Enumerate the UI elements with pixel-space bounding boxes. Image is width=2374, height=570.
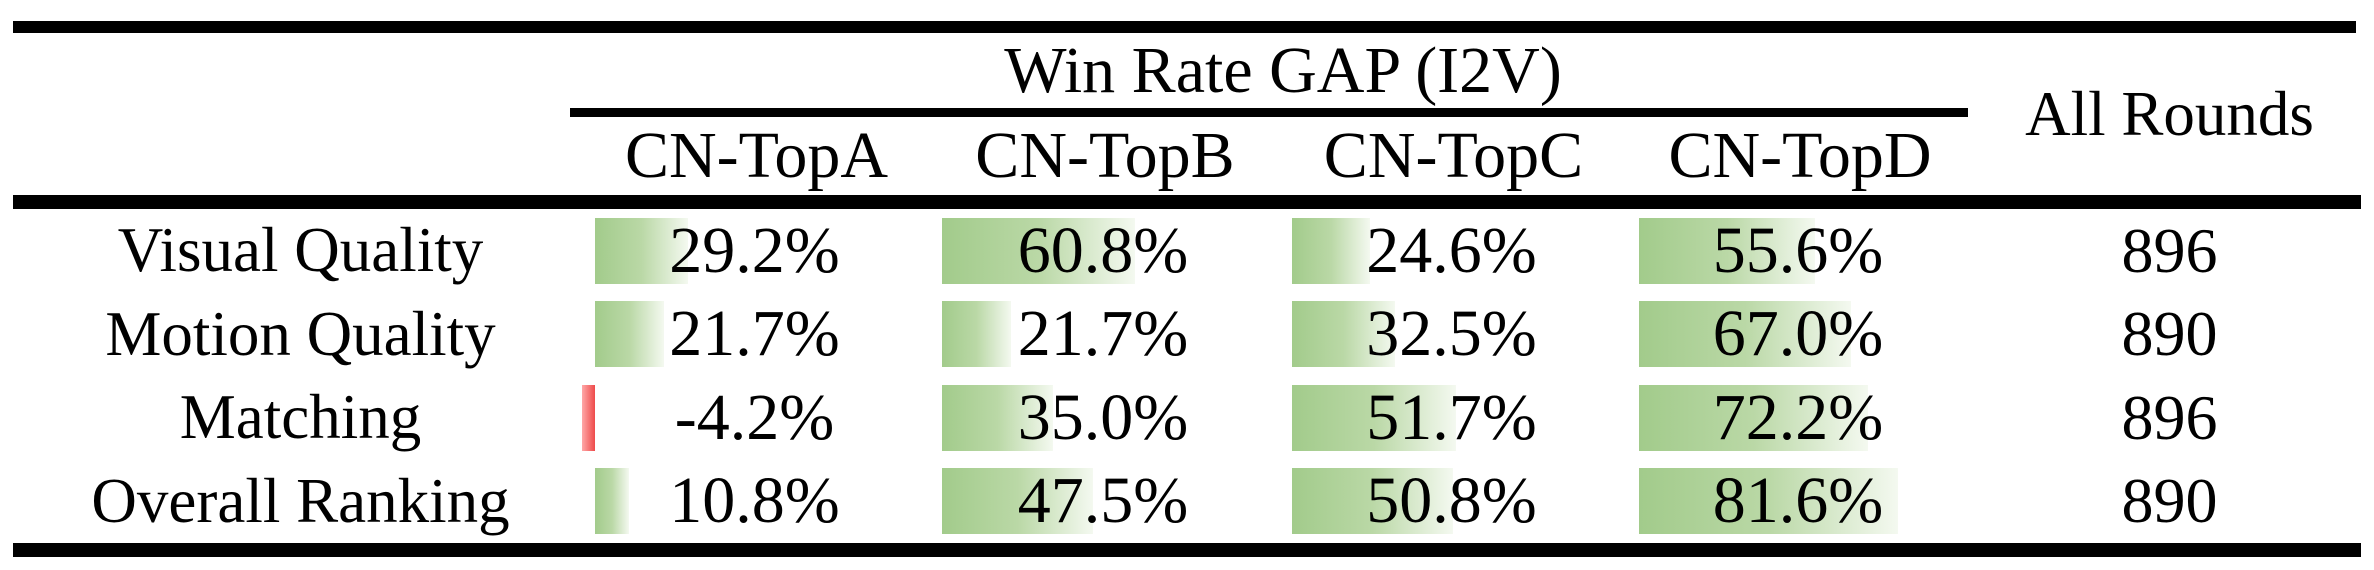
value-text: 50.8% bbox=[1366, 464, 1537, 537]
data-bar bbox=[1639, 217, 1816, 284]
value-cell: 21.7% bbox=[588, 292, 935, 376]
value-cell: 51.7% bbox=[1285, 376, 1632, 459]
value-text: 35.0% bbox=[1017, 380, 1189, 454]
all-rounds-value: 890 bbox=[2121, 465, 2218, 536]
value-cell: 55.6% bbox=[1632, 209, 1978, 292]
all-rounds-value: 896 bbox=[2121, 381, 2218, 453]
value-text: 21.7% bbox=[1017, 297, 1189, 370]
table-bottom-rule bbox=[13, 543, 2361, 557]
value-cell: 72.2% bbox=[1632, 376, 1978, 459]
value-text: 24.6% bbox=[1366, 213, 1537, 287]
row-label-motion-quality: Motion Quality bbox=[105, 298, 496, 369]
row-label-overall-ranking: Overall Ranking bbox=[91, 465, 510, 536]
value-text: 67.0% bbox=[1712, 297, 1884, 370]
group-header-underline-rule bbox=[570, 108, 1968, 117]
group-header-win-rate-gap: Win Rate GAP (I2V) bbox=[1004, 33, 1562, 107]
value-text: 51.7% bbox=[1366, 380, 1537, 454]
data-bar bbox=[595, 301, 664, 367]
data-bar bbox=[942, 217, 1135, 284]
data-bar bbox=[582, 384, 596, 451]
data-bar bbox=[1292, 468, 1454, 534]
data-bar bbox=[1639, 468, 1898, 534]
value-text: -4.2% bbox=[674, 380, 835, 454]
value-cell: 50.8% bbox=[1285, 459, 1632, 543]
value-cell: 32.5% bbox=[1285, 292, 1632, 376]
data-bar bbox=[595, 468, 630, 534]
column-header-cn-topb: CN-TopB bbox=[975, 119, 1235, 192]
data-bar bbox=[1292, 301, 1396, 367]
all-rounds-value: 890 bbox=[2121, 298, 2218, 369]
value-cell: 29.2% bbox=[588, 209, 935, 292]
value-cell: 67.0% bbox=[1632, 292, 1978, 376]
data-bar bbox=[942, 301, 1011, 367]
table-top-rule bbox=[13, 21, 2356, 33]
value-cell: -4.2% bbox=[582, 376, 935, 459]
value-text: 29.2% bbox=[669, 213, 840, 287]
value-cell: 81.6% bbox=[1632, 459, 1978, 543]
data-bar bbox=[1639, 384, 1868, 451]
value-text: 47.5% bbox=[1017, 464, 1189, 537]
value-text: 81.6% bbox=[1712, 464, 1884, 537]
data-bar bbox=[942, 468, 1093, 534]
table-grid: Win Rate GAP (I2V) All Rounds CN-TopA CN… bbox=[13, 33, 2361, 557]
value-text: 21.7% bbox=[669, 297, 840, 370]
column-header-cn-topc: CN-TopC bbox=[1323, 119, 1584, 192]
header-separator-rule bbox=[13, 195, 2361, 209]
row-label-visual-quality: Visual Quality bbox=[117, 215, 484, 285]
data-bar bbox=[1292, 384, 1456, 451]
value-text: 55.6% bbox=[1712, 213, 1884, 287]
value-cell: 60.8% bbox=[935, 209, 1285, 292]
value-cell: 35.0% bbox=[935, 376, 1285, 459]
value-text: 72.2% bbox=[1712, 380, 1884, 454]
value-cell: 10.8% bbox=[588, 459, 935, 543]
column-header-cn-topa: CN-TopA bbox=[624, 119, 889, 192]
column-header-all-rounds: All Rounds bbox=[2025, 78, 2314, 149]
value-cell: 24.6% bbox=[1285, 209, 1632, 292]
data-bar bbox=[1639, 301, 1852, 367]
value-cell: 21.7% bbox=[935, 292, 1285, 376]
data-bar bbox=[1292, 217, 1370, 284]
value-cell: 47.5% bbox=[935, 459, 1285, 543]
row-label-matching: Matching bbox=[179, 382, 422, 452]
data-bar bbox=[595, 217, 688, 284]
value-text: 10.8% bbox=[669, 464, 840, 537]
all-rounds-value: 896 bbox=[2121, 214, 2218, 286]
value-text: 32.5% bbox=[1366, 297, 1537, 370]
column-header-cn-topd: CN-TopD bbox=[1668, 119, 1932, 192]
data-bar bbox=[942, 384, 1053, 451]
value-text: 60.8% bbox=[1017, 213, 1189, 287]
